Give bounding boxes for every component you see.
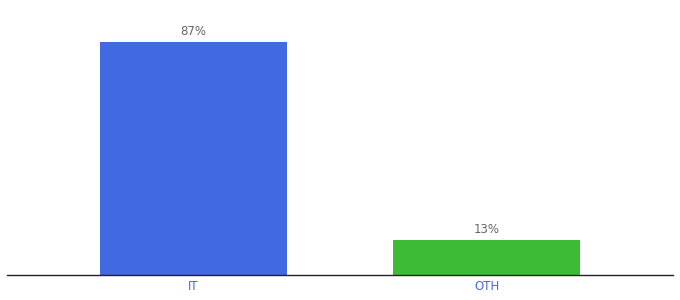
Text: 13%: 13%	[473, 223, 500, 236]
Text: 87%: 87%	[180, 25, 207, 38]
Bar	[393, 240, 580, 275]
Bar	[100, 42, 287, 275]
